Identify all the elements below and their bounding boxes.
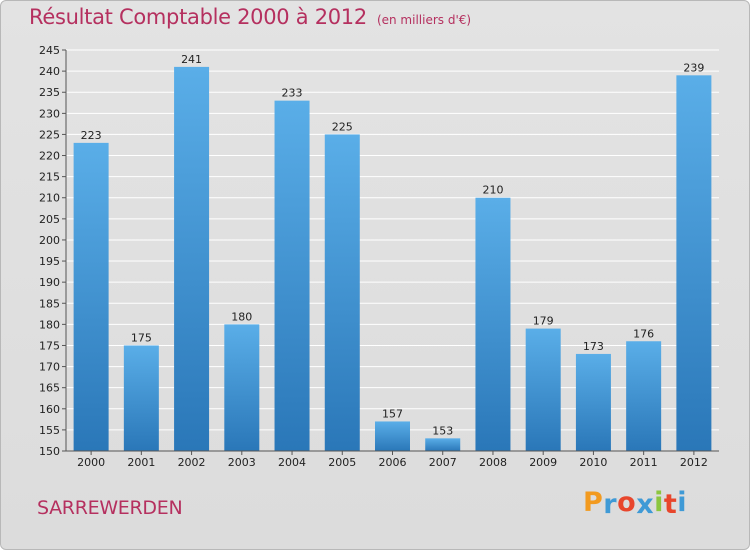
x-tick-label-2006: 2006 xyxy=(379,456,407,469)
logo-letter: P xyxy=(583,487,604,518)
value-label-2009: 179 xyxy=(533,315,554,328)
y-tick-label: 150 xyxy=(39,445,60,458)
proxiti-logo: Proxiti xyxy=(583,487,688,520)
logo-letter: x xyxy=(636,489,655,520)
y-tick-label: 185 xyxy=(39,297,60,310)
value-label-2005: 225 xyxy=(332,120,353,133)
value-label-2010: 173 xyxy=(583,340,604,353)
x-tick-label-2005: 2005 xyxy=(328,456,356,469)
bar-2011 xyxy=(626,341,662,451)
value-label-2006: 157 xyxy=(382,407,403,420)
value-label-2007: 153 xyxy=(432,424,453,437)
value-label-2003: 180 xyxy=(231,310,252,323)
y-tick-label: 155 xyxy=(39,424,60,437)
chart-unit: (en milliers d'€) xyxy=(376,13,472,27)
y-tick-label: 225 xyxy=(39,128,60,141)
y-tick-label: 230 xyxy=(39,107,60,120)
logo-letter: o xyxy=(617,487,637,518)
y-tick-label: 215 xyxy=(39,171,60,184)
y-tick-label: 220 xyxy=(39,150,60,163)
bar-2004 xyxy=(274,100,310,451)
chart-title-block: Résultat Comptable 2000 à 2012 (en millie… xyxy=(29,5,471,29)
value-label-2000: 223 xyxy=(81,129,102,142)
x-axis: 2000 2001 2002 2003 2004 2005 2006 2007 2008 2009… xyxy=(77,451,708,469)
value-label-2002: 241 xyxy=(181,53,202,66)
y-tick-label: 205 xyxy=(39,213,60,226)
y-tick-label: 180 xyxy=(39,318,60,331)
bar-2000 xyxy=(73,142,109,451)
x-tick-label-2012: 2012 xyxy=(680,456,708,469)
logo-letter: r xyxy=(603,489,618,520)
y-tick-label: 190 xyxy=(39,276,60,289)
y-tick-label: 170 xyxy=(39,361,60,374)
y-tick-label: 165 xyxy=(39,382,60,395)
bar-2010 xyxy=(575,353,611,451)
bars-group: 223 175 241 180 233 225 157 153 210 179 173 176 239 xyxy=(73,53,712,451)
x-tick-label-2003: 2003 xyxy=(228,456,256,469)
bar-2001 xyxy=(123,345,159,451)
x-tick-label-2000: 2000 xyxy=(77,456,105,469)
x-tick-label-2011: 2011 xyxy=(630,456,658,469)
bar-2012 xyxy=(676,75,712,451)
y-tick-label: 160 xyxy=(39,403,60,416)
bar-2007 xyxy=(425,438,461,451)
x-tick-label-2008: 2008 xyxy=(479,456,507,469)
x-tick-label-2002: 2002 xyxy=(178,456,206,469)
y-tick-label: 235 xyxy=(39,86,60,99)
x-tick-label-2001: 2001 xyxy=(127,456,155,469)
y-axis: 150 155 160 165 170 175 180 185 190 195 200 205 210 2… xyxy=(39,44,66,458)
value-label-2001: 175 xyxy=(131,331,152,344)
x-tick-label-2007: 2007 xyxy=(429,456,457,469)
value-label-2011: 176 xyxy=(633,327,654,340)
chart-title: Résultat Comptable 2000 à 2012 xyxy=(29,5,367,29)
value-label-2012: 239 xyxy=(683,61,704,74)
y-tick-label: 210 xyxy=(39,192,60,205)
logo-letter: i xyxy=(677,487,688,518)
y-tick-label: 200 xyxy=(39,234,60,247)
bar-2002 xyxy=(174,66,210,451)
grid-lines xyxy=(66,49,719,431)
bar-2005 xyxy=(324,134,360,451)
y-tick-label: 175 xyxy=(39,339,60,352)
x-tick-label-2009: 2009 xyxy=(529,456,557,469)
bar-2009 xyxy=(525,328,561,451)
x-tick-label-2010: 2010 xyxy=(579,456,607,469)
value-label-2004: 233 xyxy=(282,87,303,100)
y-tick-label: 195 xyxy=(39,255,60,268)
logo-letter: t xyxy=(663,489,678,520)
x-tick-label-2004: 2004 xyxy=(278,456,306,469)
value-label-2008: 210 xyxy=(482,184,503,197)
bar-2003 xyxy=(224,324,260,451)
y-tick-label: 240 xyxy=(39,65,60,78)
logo-letter: i xyxy=(654,487,664,518)
y-tick-label: 245 xyxy=(39,44,60,57)
axes-lines xyxy=(65,50,719,452)
bar-2008 xyxy=(475,197,511,451)
bar-2006 xyxy=(375,421,410,451)
commune-name: SARREWERDEN xyxy=(37,497,183,519)
